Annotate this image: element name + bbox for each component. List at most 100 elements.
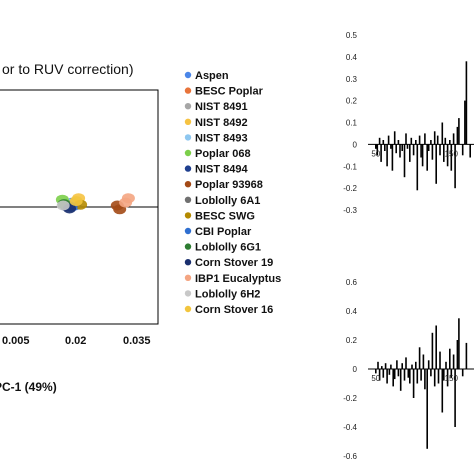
- loadings-1-bar-28: [426, 144, 428, 171]
- loadings-2-ytick-4: 0: [353, 365, 358, 374]
- loadings-2-bar-46: [461, 369, 464, 377]
- legend-marker: [184, 87, 192, 94]
- loadings-1-bar-33: [435, 144, 437, 184]
- legend-label: BESC SWG: [195, 210, 255, 222]
- loadings-1-bar-5: [382, 140, 385, 145]
- loadings-2-bar-6: [384, 363, 387, 369]
- legend-item-cbi-poplar: CBI Poplar: [184, 226, 252, 238]
- loadings-panel-2: 0.6 0.4 0.2 0 -0.2 -0.4 -0.6 50 150: [343, 278, 474, 461]
- legend-item-nist-8491: NIST 8491: [184, 101, 248, 113]
- legend-item-corn-stover-16: Corn Stover 16: [184, 304, 273, 316]
- loadings-1-bar-48: [465, 61, 468, 145]
- loadings-1-bar-22: [415, 140, 417, 145]
- loadings-1-bar-15: [401, 144, 403, 151]
- loadings-1-ytick-8: -0.2: [343, 184, 357, 193]
- loadings-1-bar-49: [469, 144, 471, 158]
- loadings-1-bar-41: [450, 144, 453, 171]
- legend-label: Corn Stover 16: [195, 304, 273, 316]
- legend-marker: [184, 118, 192, 126]
- loadings-1-bar-45: [458, 118, 460, 145]
- scatter-xtick-3: 0.035: [123, 335, 151, 347]
- loadings-1-bar-7: [386, 144, 388, 167]
- loadings-1-ytick-4: 0.2: [346, 97, 358, 106]
- loadings-1-bar-3: [378, 137, 381, 145]
- legend-marker: [184, 181, 192, 188]
- loadings-1-bar-13: [397, 140, 400, 145]
- loadings-2-ytick-7: -0.6: [343, 452, 357, 461]
- scatter-x-axis-label: PC-1 (49%): [0, 380, 57, 394]
- loadings-2-ytick-2: 0.4: [346, 307, 358, 316]
- point-loblolly-6h2-1: [56, 200, 70, 211]
- loadings-2-bar-30: [430, 369, 432, 377]
- legend-item-aspen: Aspen: [184, 70, 229, 82]
- legend-label: Poplar 068: [195, 148, 251, 160]
- loadings-1-bar-26: [421, 144, 424, 167]
- loadings-1-bar-37: [443, 144, 445, 162]
- loadings-2-bar-27: [424, 369, 426, 390]
- loadings-2-bar-12: [396, 360, 398, 369]
- loadings-2-bar-32: [433, 369, 436, 387]
- loadings-1-bar-21: [412, 144, 415, 156]
- loadings-2-bar-5: [382, 369, 385, 378]
- loadings-2-bar-4: [381, 366, 383, 369]
- loadings-1-bar-32: [433, 131, 436, 145]
- loadings-1-ytick-9: -0.3: [343, 206, 357, 215]
- loadings-1-bar-20: [410, 137, 413, 145]
- loadings-2-bar-26: [422, 354, 425, 369]
- point-ibp1-eucalyptus-2: [119, 197, 133, 208]
- legend-marker: [184, 165, 192, 172]
- loadings-2-bar-16: [403, 369, 406, 381]
- legend-label: Corn Stover 19: [195, 257, 273, 269]
- loadings-1-bar-14: [399, 144, 401, 158]
- legend-label: NIST 8493: [195, 132, 248, 144]
- scatter-title: or to RUV correction): [2, 61, 133, 77]
- loadings-2-bar-37: [443, 369, 445, 381]
- legend-label: NIST 8494: [195, 164, 248, 176]
- loadings-2-bar-33: [435, 325, 437, 369]
- loadings-1-bar-4: [380, 144, 382, 162]
- loadings-2-bar-38: [445, 361, 447, 370]
- loadings-2-bar-28: [426, 369, 428, 449]
- legend-label: BESC Poplar: [195, 86, 264, 98]
- loadings-1-bar-31: [431, 144, 434, 160]
- loadings-2-bar-25: [420, 369, 422, 381]
- legend-marker: [184, 196, 192, 203]
- legend-item-besc-swg: BESC SWG: [184, 210, 255, 222]
- loadings-1-bar-25: [420, 144, 422, 158]
- loadings-1-bar-34: [436, 135, 439, 145]
- legend-label: IBP1 Eucalyptus: [195, 273, 281, 285]
- loadings-2-bar-9: [390, 364, 392, 369]
- legend-marker: [184, 103, 192, 110]
- legend-label: NIST 8491: [195, 101, 248, 113]
- loadings-1-bar-9: [390, 144, 392, 149]
- loadings-2-bar-23: [416, 369, 419, 384]
- loadings-1-xtick-2: 150: [445, 149, 459, 158]
- legend-item-corn-stover-19: Corn Stover 19: [184, 257, 273, 269]
- loadings-2-bar-35: [439, 351, 441, 369]
- loadings-1-bar-11: [393, 131, 396, 145]
- loadings-2-bar-17: [405, 357, 407, 369]
- loadings-1-bar-39: [446, 144, 449, 167]
- loadings-2-ytick-6: -0.4: [343, 423, 357, 432]
- point-corn-stover-16-1: [69, 196, 83, 207]
- loadings-1-bar-16: [403, 144, 406, 178]
- loadings-1-bar-6: [384, 144, 386, 151]
- loadings-2-bar-40: [449, 348, 451, 369]
- legend-label: Loblolly 6A1: [195, 195, 260, 207]
- loadings-2-bar-39: [446, 369, 449, 387]
- legend-item-loblolly-6h2: Loblolly 6H2: [184, 288, 260, 300]
- loadings-1-ytick-6: 0: [353, 140, 358, 149]
- loadings-1-bar-1: [375, 144, 377, 149]
- loadings-2-bar-41: [450, 369, 453, 378]
- loadings-panel-1: 0.5 0.4 0.3 0.2 0.1 0 -0.1 -0.2 -0.3 50 150: [343, 31, 474, 215]
- legend-marker: [184, 259, 192, 266]
- loadings-2-bar-3: [378, 369, 381, 381]
- loadings-1-bar-44: [456, 126, 459, 145]
- loadings-2-bar-42: [452, 354, 455, 369]
- legend-label: Poplar 93968: [195, 179, 263, 191]
- legend: Aspen BESC Poplar NIST 8491 NIST 8492 NIST 8…: [184, 70, 281, 316]
- loadings-2-bar-19: [409, 369, 411, 384]
- scatter-xtick-1: 0.005: [2, 335, 30, 347]
- loadings-1-bar-17: [405, 133, 407, 145]
- legend-label: Loblolly 6H2: [195, 288, 260, 300]
